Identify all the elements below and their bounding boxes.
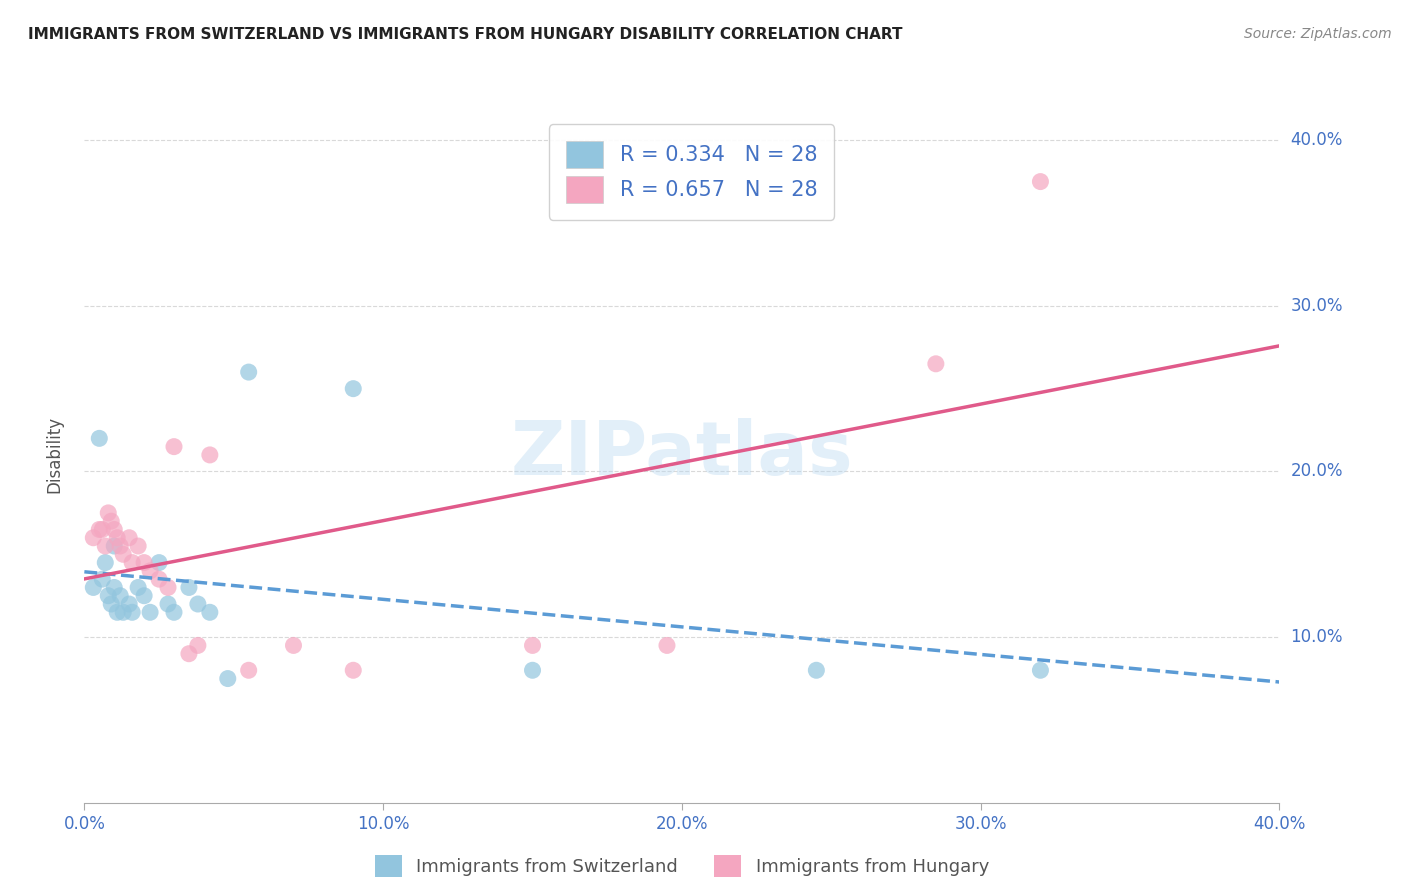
Point [112, 605, 135, 619]
Text: IMMIGRANTS FROM SWITZERLAND VS IMMIGRANTS FROM HUNGARY DISABILITY CORRELATION CH: IMMIGRANTS FROM SWITZERLAND VS IMMIGRANT… [28, 27, 903, 42]
Point [91, 572, 114, 586]
Point [139, 605, 162, 619]
Point [112, 547, 135, 561]
Point [103, 581, 125, 595]
Point [157, 581, 180, 595]
Point [94, 556, 117, 570]
Point [100, 514, 122, 528]
Text: 10.0%: 10.0% [1291, 628, 1343, 646]
Point [177, 581, 200, 595]
Point [925, 357, 948, 371]
Y-axis label: Disability: Disability [45, 417, 63, 493]
Point [105, 605, 128, 619]
Point [238, 663, 260, 677]
Point [82, 531, 104, 545]
Point [163, 605, 186, 619]
Point [97, 589, 120, 603]
Point [89, 523, 111, 537]
Point [100, 597, 122, 611]
Point [157, 597, 180, 611]
Point [118, 597, 141, 611]
Point [89, 431, 111, 445]
Point [94, 539, 117, 553]
Point [118, 531, 141, 545]
Point [283, 639, 305, 653]
Point [522, 663, 544, 677]
Text: Source: ZipAtlas.com: Source: ZipAtlas.com [1244, 27, 1392, 41]
Point [1029, 175, 1052, 189]
Point [127, 581, 149, 595]
Point [1029, 663, 1052, 677]
Point [121, 605, 143, 619]
Point [342, 663, 364, 677]
Legend: Immigrants from Switzerland, Immigrants from Hungary: Immigrants from Switzerland, Immigrants … [367, 847, 997, 884]
Point [148, 572, 170, 586]
Point [127, 539, 149, 553]
Point [342, 382, 364, 396]
Point [163, 440, 186, 454]
Point [110, 589, 132, 603]
Point [105, 531, 128, 545]
Point [132, 589, 156, 603]
Point [103, 523, 125, 537]
Point [238, 365, 260, 379]
Point [148, 556, 170, 570]
Point [139, 564, 162, 578]
Point [198, 605, 221, 619]
Point [806, 663, 828, 677]
Point [187, 597, 209, 611]
Text: ZIPatlas: ZIPatlas [510, 418, 853, 491]
Point [655, 639, 678, 653]
Point [177, 647, 200, 661]
Point [91, 523, 114, 537]
Point [82, 581, 104, 595]
Point [110, 539, 132, 553]
Text: 40.0%: 40.0% [1291, 131, 1343, 149]
Text: 30.0%: 30.0% [1291, 297, 1343, 315]
Point [132, 556, 156, 570]
Point [217, 672, 239, 686]
Point [522, 639, 544, 653]
Point [97, 506, 120, 520]
Point [121, 556, 143, 570]
Point [103, 539, 125, 553]
Point [198, 448, 221, 462]
Text: 20.0%: 20.0% [1291, 462, 1343, 481]
Point [187, 639, 209, 653]
